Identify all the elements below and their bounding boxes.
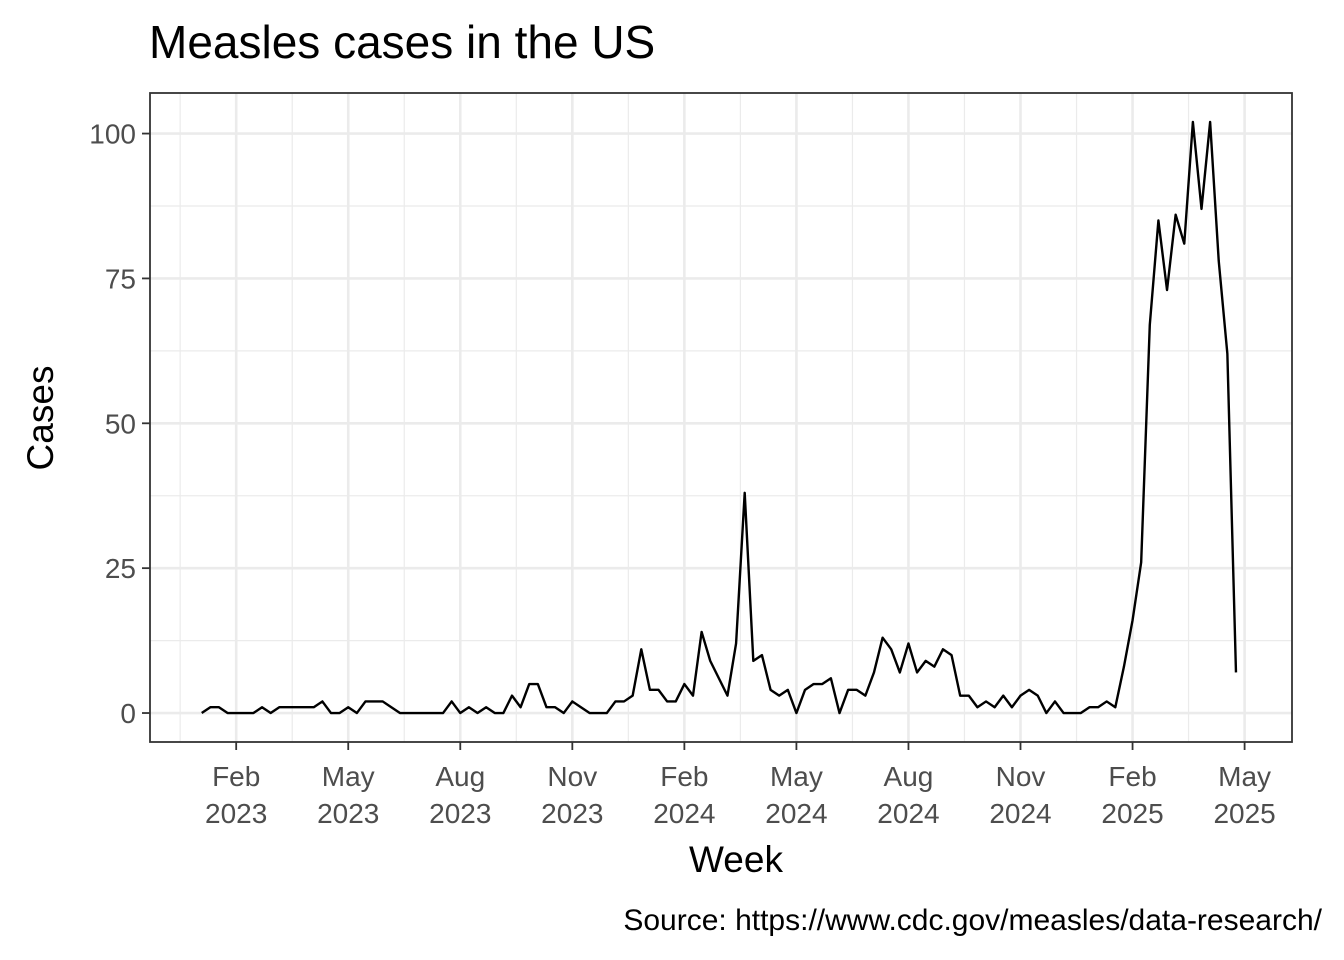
source-caption: Source: https://www.cdc.gov/measles/data… bbox=[623, 904, 1322, 937]
x-tick-month-label: May bbox=[322, 761, 375, 792]
series-layer bbox=[201, 120, 1238, 715]
x-tick-month-label: Feb bbox=[660, 761, 708, 792]
minor-gridlines bbox=[150, 93, 1292, 742]
x-tick-year-label: 2024 bbox=[765, 798, 827, 829]
y-tick-label: 0 bbox=[120, 698, 136, 729]
x-tick-month-label: May bbox=[770, 761, 823, 792]
x-tick-year-label: 2023 bbox=[205, 798, 267, 829]
x-axis-title: Week bbox=[689, 839, 783, 880]
y-tick-label: 75 bbox=[105, 263, 136, 294]
x-axis: Feb 2023 May 2023 Aug 2023 Nov 2023 Feb 2024 May 20… bbox=[205, 742, 1276, 829]
x-tick-year-label: 2023 bbox=[317, 798, 379, 829]
x-tick-month-label: Feb bbox=[212, 761, 260, 792]
x-tick-year-label: 2024 bbox=[989, 798, 1051, 829]
plot-background bbox=[150, 93, 1292, 742]
x-tick-month-label: May bbox=[1218, 761, 1271, 792]
y-tick-label: 100 bbox=[89, 119, 136, 150]
y-axis: 0 25 50 75 100 bbox=[89, 119, 150, 729]
y-tick-label: 25 bbox=[105, 553, 136, 584]
series-line-cases bbox=[201, 120, 1238, 715]
x-tick-month-label: Nov bbox=[996, 761, 1046, 792]
x-tick-year-label: 2024 bbox=[653, 798, 715, 829]
x-tick-year-label: 2023 bbox=[429, 798, 491, 829]
x-tick-year-label: 2023 bbox=[541, 798, 603, 829]
chart-title: Measles cases in the US bbox=[149, 16, 655, 68]
y-axis-title: Cases bbox=[20, 366, 61, 471]
x-tick-month-label: Aug bbox=[884, 761, 934, 792]
y-tick-label: 50 bbox=[105, 408, 136, 439]
x-tick-month-label: Nov bbox=[547, 761, 597, 792]
x-tick-year-label: 2024 bbox=[877, 798, 939, 829]
x-tick-month-label: Aug bbox=[435, 761, 485, 792]
x-tick-year-label: 2025 bbox=[1213, 798, 1275, 829]
x-tick-month-label: Feb bbox=[1108, 761, 1156, 792]
plot-border bbox=[149, 92, 1293, 743]
major-gridlines bbox=[150, 93, 1292, 742]
x-tick-year-label: 2025 bbox=[1101, 798, 1163, 829]
